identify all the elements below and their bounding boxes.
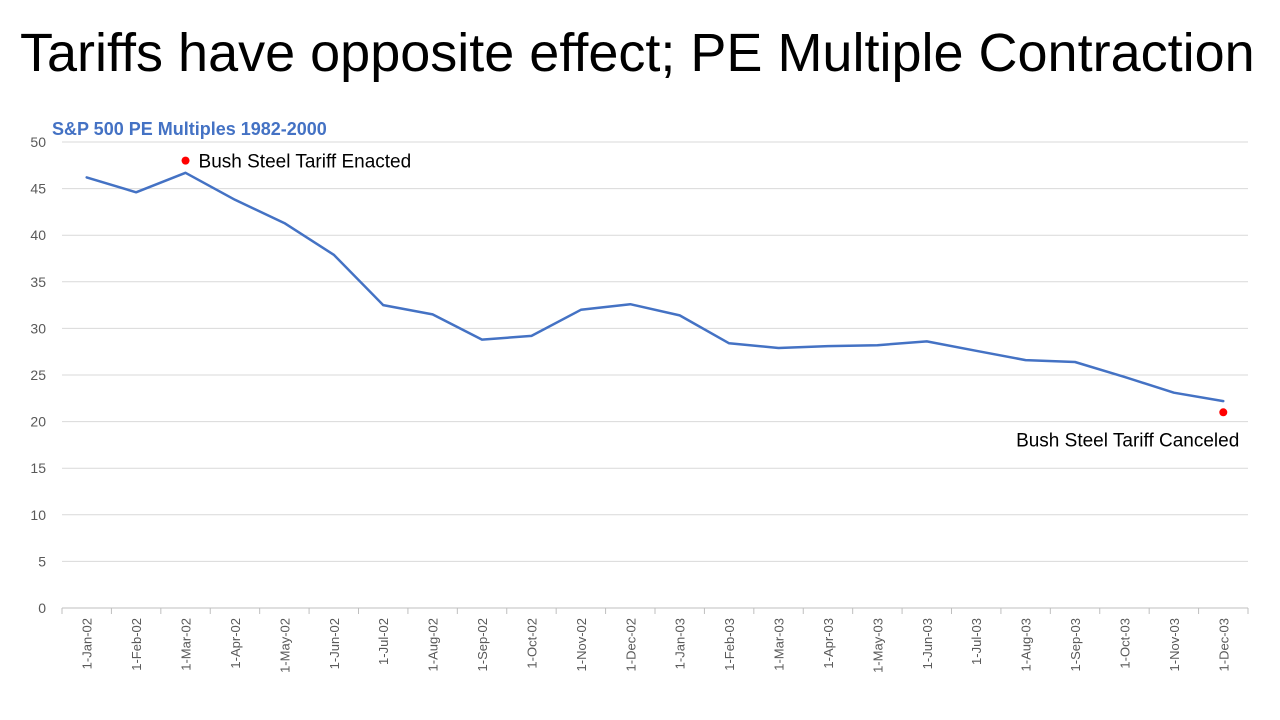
chart-title: S&P 500 PE Multiples 1982-2000 — [52, 119, 327, 139]
x-tick-label: 1-Feb-02 — [129, 618, 144, 671]
x-tick-label: 1-Sep-02 — [475, 618, 490, 671]
x-tick-label: 1-Oct-02 — [524, 618, 539, 669]
annotation-marker — [1219, 408, 1228, 417]
x-axis-ticks: 1-Jan-02 1-Feb-02 1-Mar-02 1-Apr-02 1-May-02… — [80, 618, 1232, 673]
y-tick-label: 20 — [30, 414, 46, 430]
series-group — [85, 171, 1225, 403]
x-axis — [61, 607, 1249, 614]
x-tick-label: 1-Apr-03 — [821, 618, 836, 669]
gridlines — [62, 141, 1248, 562]
y-tick-label: 15 — [30, 460, 46, 476]
x-tick-label: 1-Feb-03 — [722, 618, 737, 671]
y-tick-label: 0 — [38, 600, 46, 616]
x-tick-label: 1-May-02 — [277, 618, 292, 673]
y-tick-label: 45 — [30, 181, 46, 197]
x-tick-label: 1-Mar-03 — [772, 618, 787, 671]
slide-title: Tariffs have opposite effect; PE Multipl… — [20, 23, 1255, 83]
x-tick-label: 1-Aug-02 — [426, 618, 441, 671]
y-tick-label: 50 — [30, 134, 46, 150]
x-tick-label: 1-Nov-02 — [574, 618, 589, 671]
x-tick-label: 1-Jul-02 — [376, 618, 391, 665]
y-tick-label: 5 — [38, 553, 46, 569]
y-tick-label: 25 — [30, 367, 46, 383]
x-tick-label: 1-Nov-03 — [1167, 618, 1182, 671]
annotation-label: Bush Steel Tariff Enacted — [199, 152, 412, 173]
x-tick-label: 1-Jan-03 — [673, 618, 688, 669]
x-tick-label: 1-Jan-02 — [80, 618, 95, 669]
x-tick-label: 1-Apr-02 — [228, 618, 243, 669]
x-tick-label: 1-Oct-03 — [1117, 618, 1132, 669]
x-tick-label: 1-Dec-03 — [1216, 618, 1231, 671]
x-tick-label: 1-Jun-03 — [920, 618, 935, 669]
x-tick-label: 1-Dec-02 — [623, 618, 638, 671]
x-tick-label: 1-May-03 — [870, 618, 885, 673]
series-line — [85, 171, 1225, 403]
y-tick-label: 40 — [30, 227, 46, 243]
x-tick-label: 1-Aug-03 — [1019, 618, 1034, 671]
y-tick-label: 30 — [30, 320, 46, 336]
annotations: Bush Steel Tariff Enacted Bush Steel Tari… — [181, 152, 1239, 451]
y-tick-label: 35 — [30, 274, 46, 290]
x-tick-label: 1-Jul-03 — [969, 618, 984, 665]
x-tick-label: 1-Jun-02 — [327, 618, 342, 669]
y-axis-ticks: 0 5 10 15 20 25 30 35 40 45 50 — [30, 134, 46, 616]
annotation-marker — [181, 156, 190, 165]
y-tick-label: 10 — [30, 507, 46, 523]
annotation-label: Bush Steel Tariff Canceled — [1016, 430, 1239, 451]
x-tick-label: 1-Mar-02 — [179, 618, 194, 671]
x-tick-label: 1-Sep-03 — [1068, 618, 1083, 671]
